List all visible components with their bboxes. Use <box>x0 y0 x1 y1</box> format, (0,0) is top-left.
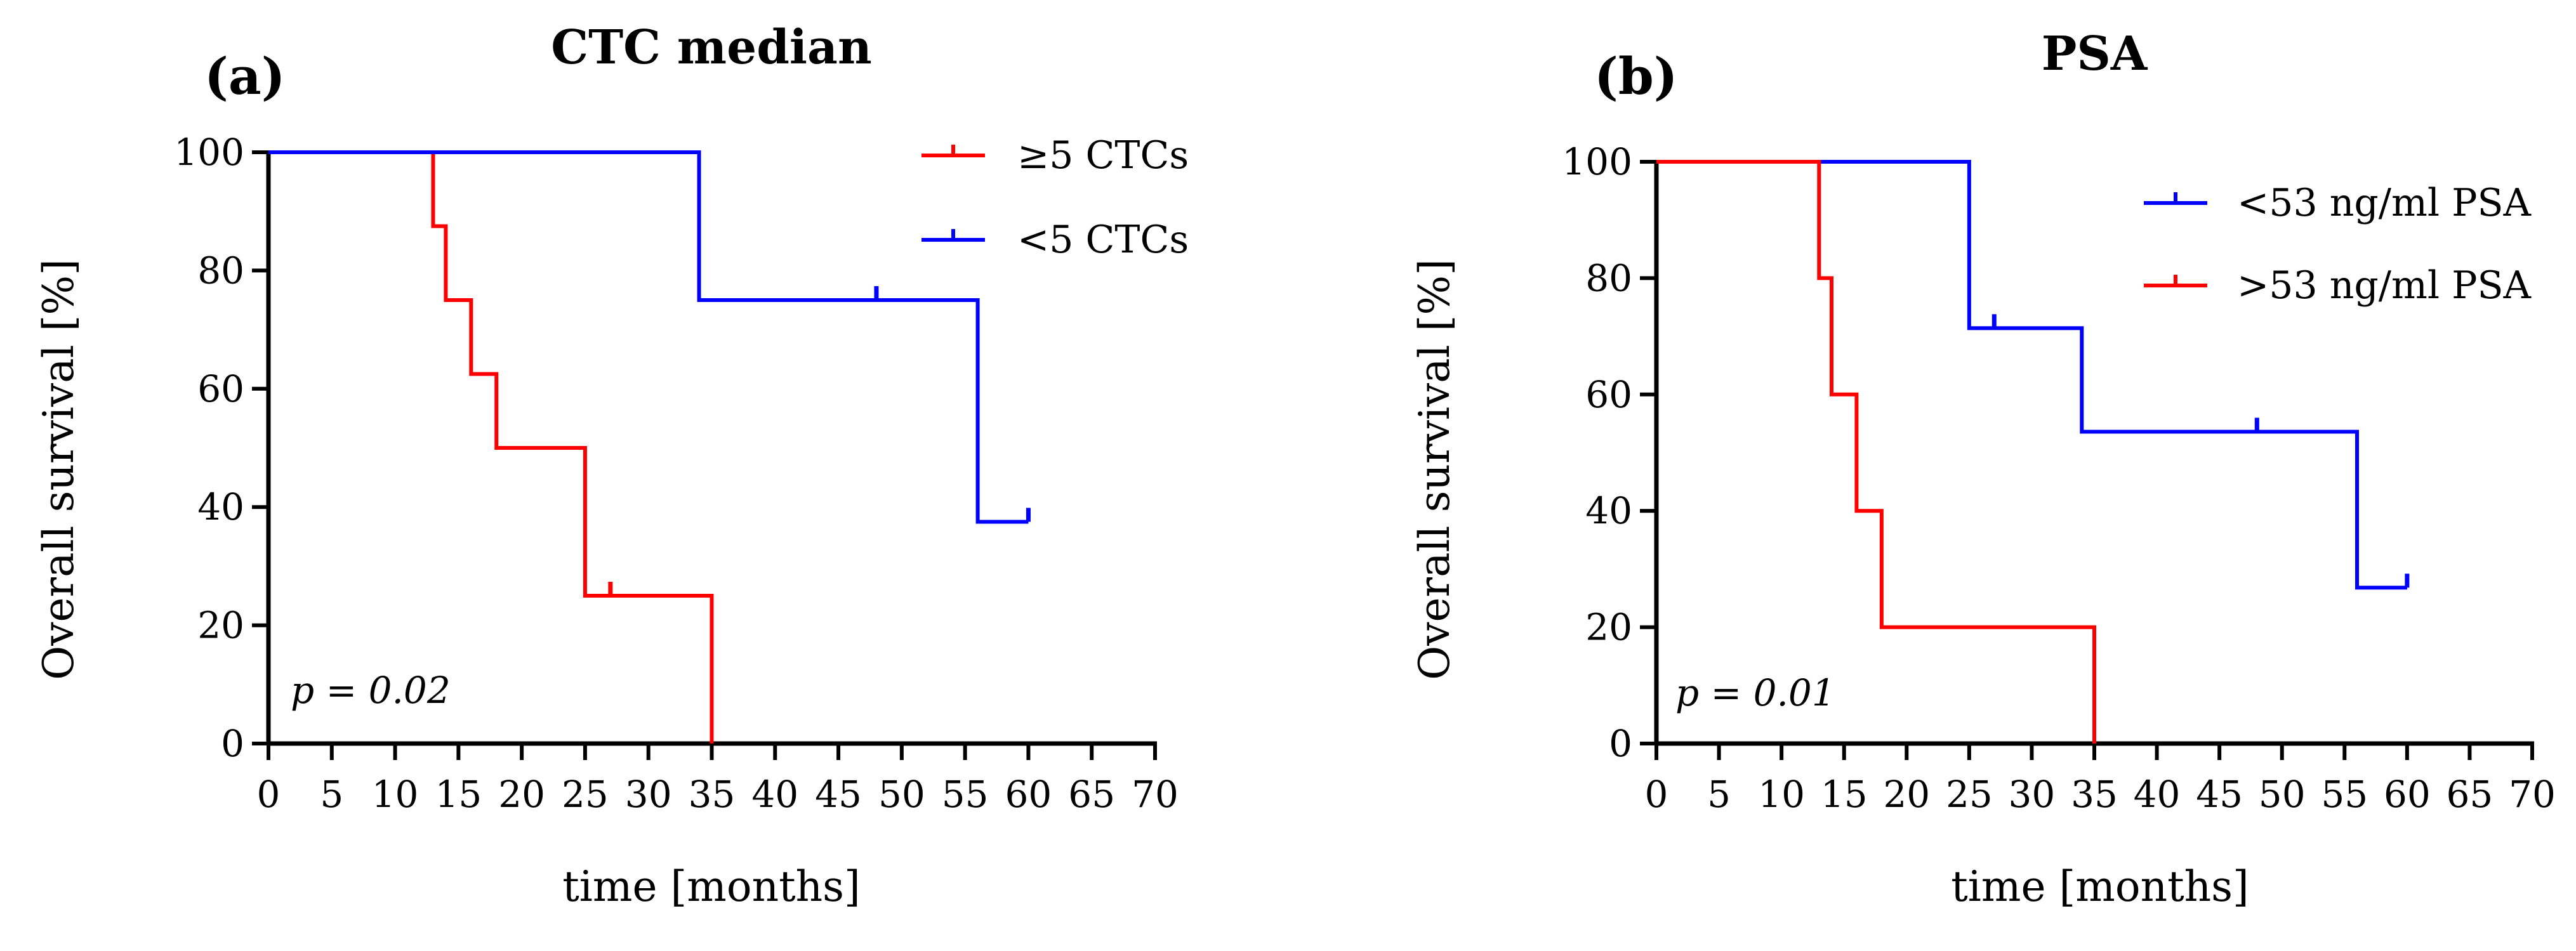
panel-b-y-tick-label: 40 <box>1585 489 1632 532</box>
panel-b-y-tick-label: 80 <box>1585 256 1632 299</box>
panel-b-y-tick-label: 100 <box>1562 140 1632 183</box>
panel-b-x-tick-label: 5 <box>1707 773 1731 816</box>
panel-b-x-tick-label: 55 <box>2321 773 2368 816</box>
panel-b-p-value: p = 0.01 <box>1675 671 1835 714</box>
panel-a-series-group <box>268 150 1031 744</box>
panel-b-title: PSA <box>2042 27 2148 81</box>
panel-b-legend-label-0: <53 ng/ml PSA <box>2237 181 2532 225</box>
panel-b-legend: <53 ng/ml PSA >53 ng/ml PSA <box>2144 181 2532 308</box>
panel-a-survival-curve-1 <box>268 150 1029 524</box>
panel-a-y-tick-label: 80 <box>197 249 244 292</box>
panel-a-x-tick-label: 20 <box>498 773 545 816</box>
panel-a-y-tick-label: 0 <box>221 722 244 765</box>
panel-a-y-tick-label: 40 <box>197 485 244 528</box>
panel-a-x-tick-label: 60 <box>1005 773 1052 816</box>
panel-a-y-axis-label: Overall survival [%] <box>34 259 83 680</box>
panel-a-x-tick-label: 55 <box>942 773 989 816</box>
panel-b-x-tick-label: 40 <box>2134 773 2181 816</box>
panel-a-y-tick-label: 20 <box>197 604 244 647</box>
panel-a-chart: (a) CTC median Overall survival [%] time… <box>34 20 1189 911</box>
panel-a-x-tick-label: 50 <box>878 773 925 816</box>
panel-a-x-tick-label: 10 <box>372 773 419 816</box>
panel-a-x-tick-label: 70 <box>1132 773 1179 816</box>
panel-a-legend: ≥5 CTCs <5 CTCs <box>921 133 1189 262</box>
panel-b-x-tick-label: 70 <box>2509 773 2556 816</box>
panel-b-chart: (b) PSA Overall survival [%] time [month… <box>1410 27 2556 911</box>
panel-a-y-tick-label: 100 <box>174 131 244 174</box>
panel-a-legend-item-1: <5 CTCs <box>921 218 1189 262</box>
panel-b-x-tick-label: 0 <box>1645 773 1668 816</box>
panel-a-x-tick-label: 65 <box>1068 773 1115 816</box>
panel-a-title: CTC median <box>551 20 872 75</box>
panel-b-y-tick-label: 0 <box>1609 722 1632 765</box>
panel-a-x-tick-label: 45 <box>815 773 862 816</box>
panel-b-x-tick-label: 45 <box>2196 773 2243 816</box>
panel-a-y-tick-label: 60 <box>197 367 244 410</box>
panel-b-y-tick-label: 20 <box>1585 606 1632 649</box>
panel-a-x-axis-label: time [months] <box>562 862 860 911</box>
panel-b-legend-label-1: >53 ng/ml PSA <box>2237 263 2532 308</box>
panel-a-legend-label-1: <5 CTCs <box>1017 218 1189 262</box>
panel-b-survival-curve-0 <box>1656 160 2407 590</box>
panel-b-x-tick-label: 65 <box>2447 773 2493 816</box>
panel-a-x-tick-label: 15 <box>435 773 482 816</box>
panel-b-x-tick-label: 10 <box>1758 773 1805 816</box>
panel-b-label: (b) <box>1594 46 1678 106</box>
panel-a-x-tick-label: 0 <box>257 773 281 816</box>
panel-a-x-tick-label: 25 <box>562 773 609 816</box>
panel-a-legend-item-0: ≥5 CTCs <box>921 133 1189 178</box>
panel-a-x-tick-label: 40 <box>751 773 798 816</box>
panel-b-legend-item-1: >53 ng/ml PSA <box>2144 263 2532 308</box>
panel-a-legend-label-0: ≥5 CTCs <box>1017 133 1189 178</box>
panel-b-x-tick-label: 30 <box>2009 773 2056 816</box>
panel-b-x-tick-label: 35 <box>2071 773 2118 816</box>
panel-b-x-axis-label: time [months] <box>1951 862 2249 911</box>
panel-a-p-value: p = 0.02 <box>291 669 451 712</box>
panel-a-x-tick-label: 5 <box>320 773 343 816</box>
panel-b-survival-curve-1 <box>1656 160 2096 744</box>
panel-a-label: (a) <box>204 46 286 106</box>
panel-a-survival-curve-0 <box>268 150 714 744</box>
panel-b-series-group <box>1656 160 2410 744</box>
panel-b-x-tick-label: 60 <box>2384 773 2431 816</box>
panel-b-y-tick-label: 60 <box>1585 373 1632 416</box>
panel-b-legend-item-0: <53 ng/ml PSA <box>2144 181 2532 225</box>
panel-b-x-tick-label: 15 <box>1821 773 1868 816</box>
panel-b-y-axis-label: Overall survival [%] <box>1410 259 1459 680</box>
panel-b-x-tick-label: 50 <box>2259 773 2306 816</box>
panel-a-x-tick-label: 35 <box>689 773 736 816</box>
panel-a-x-tick-label: 30 <box>625 773 672 816</box>
panel-b-x-tick-label: 25 <box>1946 773 1993 816</box>
panel-b-x-tick-label: 20 <box>1883 773 1930 816</box>
